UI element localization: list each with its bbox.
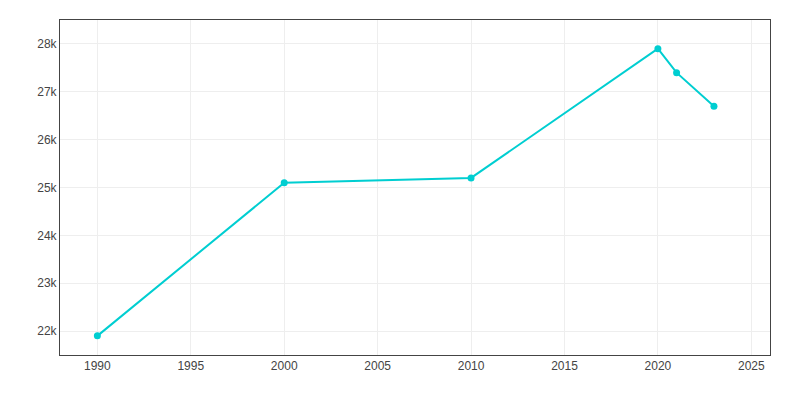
svg-text:1995: 1995: [177, 359, 204, 373]
svg-text:25k: 25k: [37, 181, 57, 195]
svg-text:24k: 24k: [37, 229, 57, 243]
svg-text:22k: 22k: [37, 324, 57, 338]
svg-text:2005: 2005: [364, 359, 391, 373]
svg-text:2015: 2015: [551, 359, 578, 373]
svg-text:27k: 27k: [37, 85, 57, 99]
svg-text:2000: 2000: [271, 359, 298, 373]
svg-text:2025: 2025: [738, 359, 765, 373]
svg-text:2010: 2010: [458, 359, 485, 373]
svg-text:23k: 23k: [37, 276, 57, 290]
svg-text:2020: 2020: [645, 359, 672, 373]
svg-text:28k: 28k: [37, 37, 57, 51]
svg-text:1990: 1990: [84, 359, 111, 373]
svg-text:26k: 26k: [37, 133, 57, 147]
